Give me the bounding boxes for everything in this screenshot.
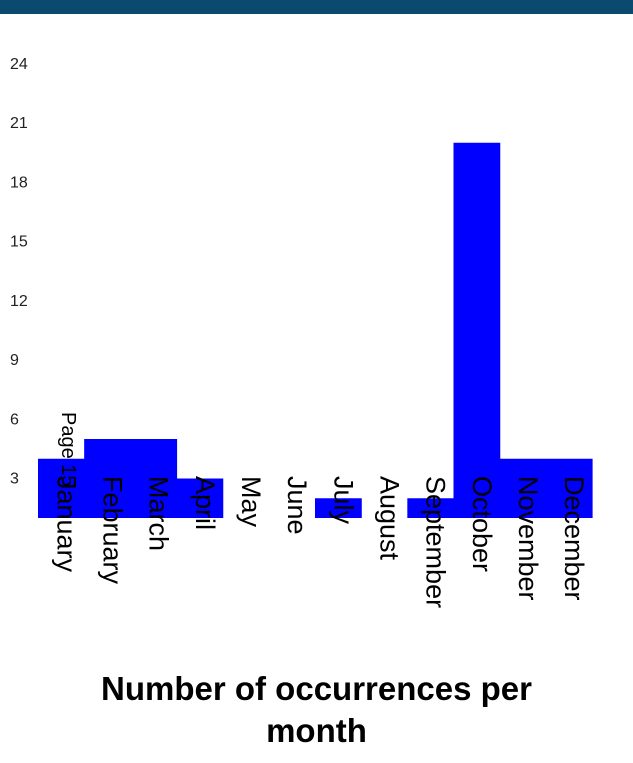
x-tick-label: December [559,476,589,601]
x-tick-label: March [144,476,174,551]
chart-title-line-1: Number of occurrences per [101,670,532,707]
y-tick-label: 21 [10,115,28,132]
x-tick-label: October [467,476,497,572]
x-tick-label: August [375,476,405,561]
x-tick-label: September [421,476,451,608]
bars-group [38,142,593,518]
chart-title-line-2: month [266,712,367,749]
bar-november [499,458,547,518]
x-tick-label: June [282,476,312,535]
bar-september [407,498,455,518]
y-tick-label: 12 [10,293,28,310]
bar-february [84,439,131,518]
x-tick-label: January [51,476,81,573]
x-tick-label: November [513,476,543,601]
y-tick-label: 15 [10,234,28,251]
page-annotation: Page 15 [57,412,79,487]
x-axis-labels: January February March April May June July Augu… [51,476,589,608]
bar-march [130,439,178,518]
bar-january [38,458,85,518]
bar-july [315,498,362,518]
y-tick-label: 9 [10,352,19,369]
y-axis-ticks: 3 6 9 12 15 18 21 24 [10,56,28,488]
chart-title: Number of occurrences per month [0,668,633,752]
y-tick-label: 18 [10,174,28,191]
y-tick-label: 3 [10,471,19,488]
y-tick-label: 6 [10,411,19,428]
window-top-bar [0,0,633,14]
y-tick-label: 24 [10,56,28,73]
x-tick-label: February [98,476,128,585]
x-tick-label: July [328,476,358,525]
x-tick-label: April [190,476,220,530]
bar-october [453,142,501,518]
x-tick-label: May [236,476,266,528]
bar-april [176,478,224,518]
bar-december [545,458,593,518]
